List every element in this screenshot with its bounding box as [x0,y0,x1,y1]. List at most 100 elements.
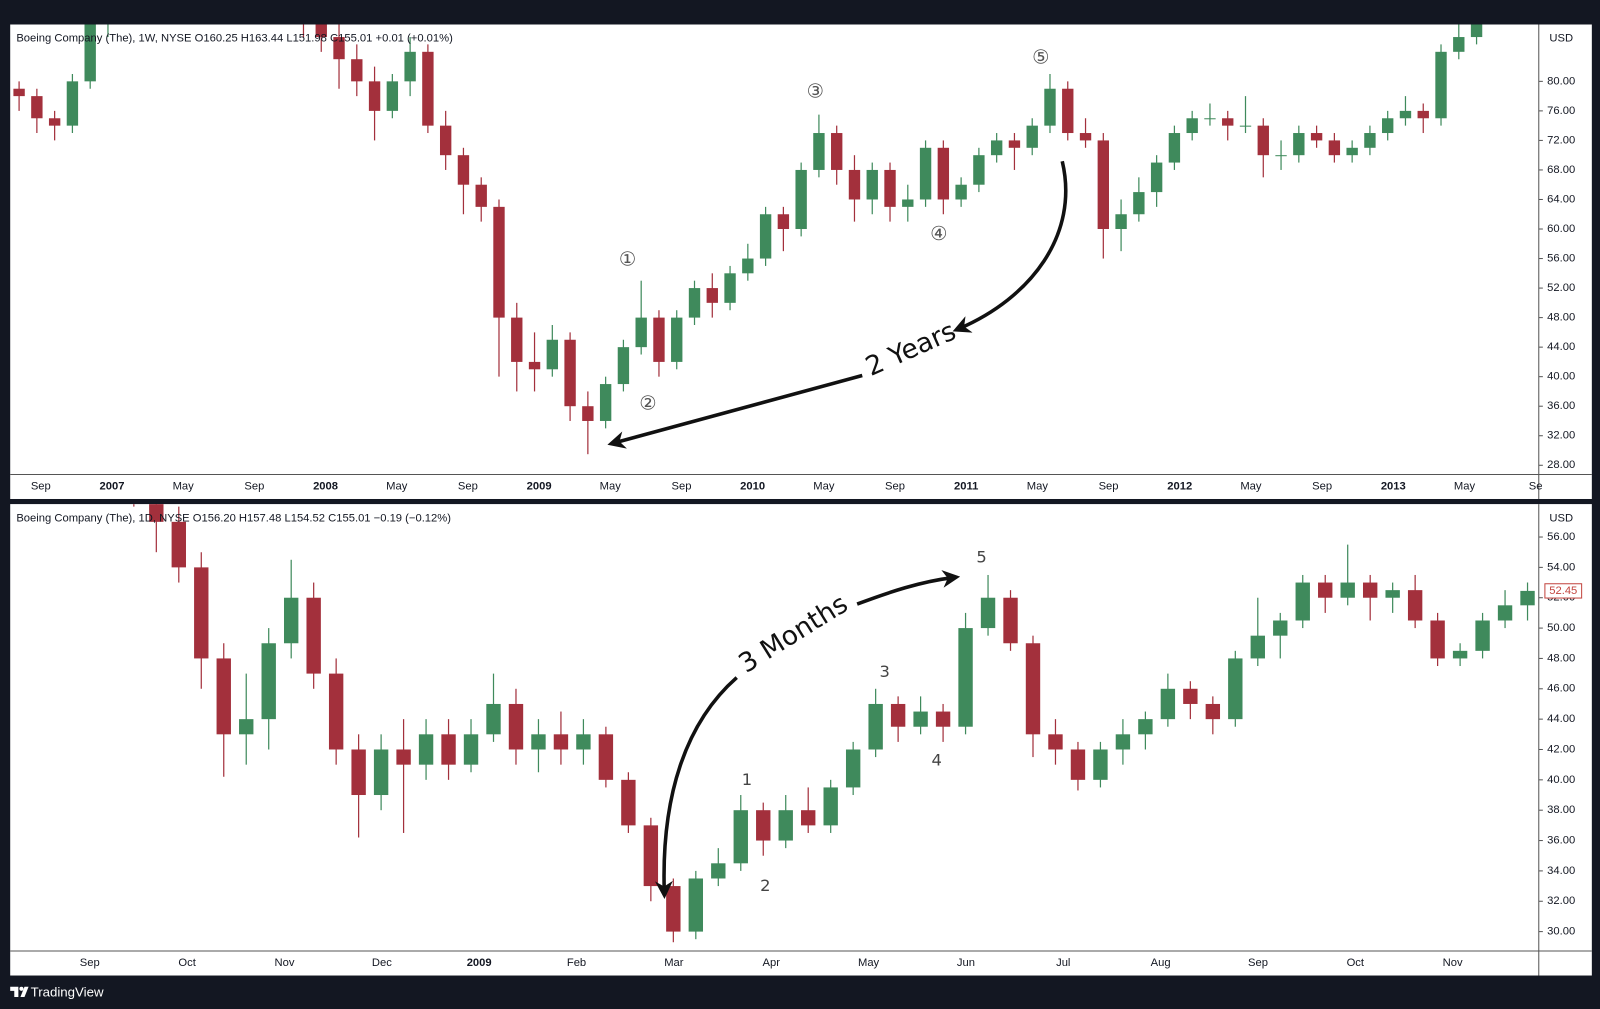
panel [10,24,1592,499]
y-tick-label: 50.00 [1547,622,1575,634]
candle-body [404,51,416,82]
candle-body [1430,620,1445,659]
y-tick-label: 46.00 [1547,683,1575,695]
y-tick-label: 36.00 [1547,400,1575,412]
unit-bg [1539,505,1591,532]
x-tick-label: Jul [1056,957,1070,969]
x-tick-label: May [600,481,622,493]
candle-body [706,288,718,303]
wave-label: 5 [976,548,986,567]
y-tick-label: 48.00 [1547,312,1575,324]
wave-label: 2 [760,876,770,895]
candle-body [890,703,906,727]
candle-body [333,37,345,60]
candle-body [1453,37,1465,52]
candle-body [306,597,321,674]
candle-body [643,825,659,887]
x-tick-label: Feb [567,957,586,969]
candle-body [1222,118,1234,126]
candle-body [711,863,726,879]
x-tick-label: May [386,481,408,493]
candle-body [1097,140,1109,230]
x-tick-label: May [813,481,835,493]
x-tick-label: May [1240,481,1262,493]
x-tick-label: May [173,481,195,493]
candle-body [884,169,896,207]
candle-body [688,288,701,318]
candle-body [102,8,113,23]
candle-body [531,734,546,750]
y-tick-label: 36.00 [1547,835,1575,847]
x-tick-label: Aug [1151,957,1171,969]
arrow [607,373,863,449]
candle-body [598,734,614,780]
x-tick-label: May [1454,481,1476,493]
x-tick-label: Mar [664,957,684,969]
tradingview-logo [10,986,29,997]
x-tick-label: Oct [1347,957,1365,969]
candle-body [261,643,276,720]
candle-body [1295,582,1310,621]
candle-body [958,628,973,727]
last-price-box [1544,583,1583,599]
candle-body [457,155,470,185]
candle-body [422,51,434,126]
x-tick-label: Sep [31,481,51,493]
candle-body [439,125,452,156]
x-tick-label: Se [1529,481,1543,493]
candle-body [1310,133,1323,141]
candle-body [475,184,487,207]
candle-body [66,81,79,126]
x-tick-label: Sep [885,481,905,493]
y-unit: USD [1549,512,1573,524]
candle-body [823,787,838,826]
x-tick-label: Nov [275,957,295,969]
x-tick-label: 2009 [467,957,492,969]
candle-body [671,317,683,362]
candle-body [368,81,381,111]
candle-body [328,673,344,750]
candle-body [1160,688,1176,720]
candle-body [777,214,790,230]
candle-body [1150,162,1163,193]
y-tick-label: 44.00 [1547,341,1575,353]
y-tick-label: 28.00 [1547,459,1575,471]
candle-body [866,169,878,200]
candle-body [666,886,681,932]
arrow [655,676,738,899]
candle-body [621,779,636,826]
y-tick-label: 32.00 [1547,895,1575,907]
candle-body [315,24,327,38]
candle-body [386,81,399,111]
candle-body [1079,133,1092,141]
candle-body [1239,125,1252,127]
x-tick-label: 2009 [527,481,552,493]
candle-body [848,169,861,200]
candle-body [733,810,748,864]
x-tick-label: 2012 [1167,481,1192,493]
candle-body [511,317,523,362]
candle-body [756,810,771,841]
wave-label: ⑤ [1032,46,1049,69]
candle-body [759,214,772,259]
x-tick-label: Sep [1312,481,1332,493]
candle-body [1346,147,1358,156]
candle-body [1362,582,1378,598]
candle-body [1183,688,1198,704]
candle-body [1293,133,1305,156]
candle-body [298,0,309,22]
candle-body [48,118,61,126]
y-tick-label: 56.00 [1547,253,1575,265]
x-tick-label: Sep [1099,481,1119,493]
last-price-label: 52.45 [1549,585,1577,597]
x-tick-label: May [858,957,880,969]
candle-body [463,734,479,765]
candle-body [149,504,164,522]
candle-body [396,749,411,765]
candle-body [1470,24,1483,38]
y-tick-label: 68.00 [1547,164,1575,176]
candle-body [1003,597,1018,644]
candle-body [1497,605,1513,621]
candle-body [418,734,434,765]
